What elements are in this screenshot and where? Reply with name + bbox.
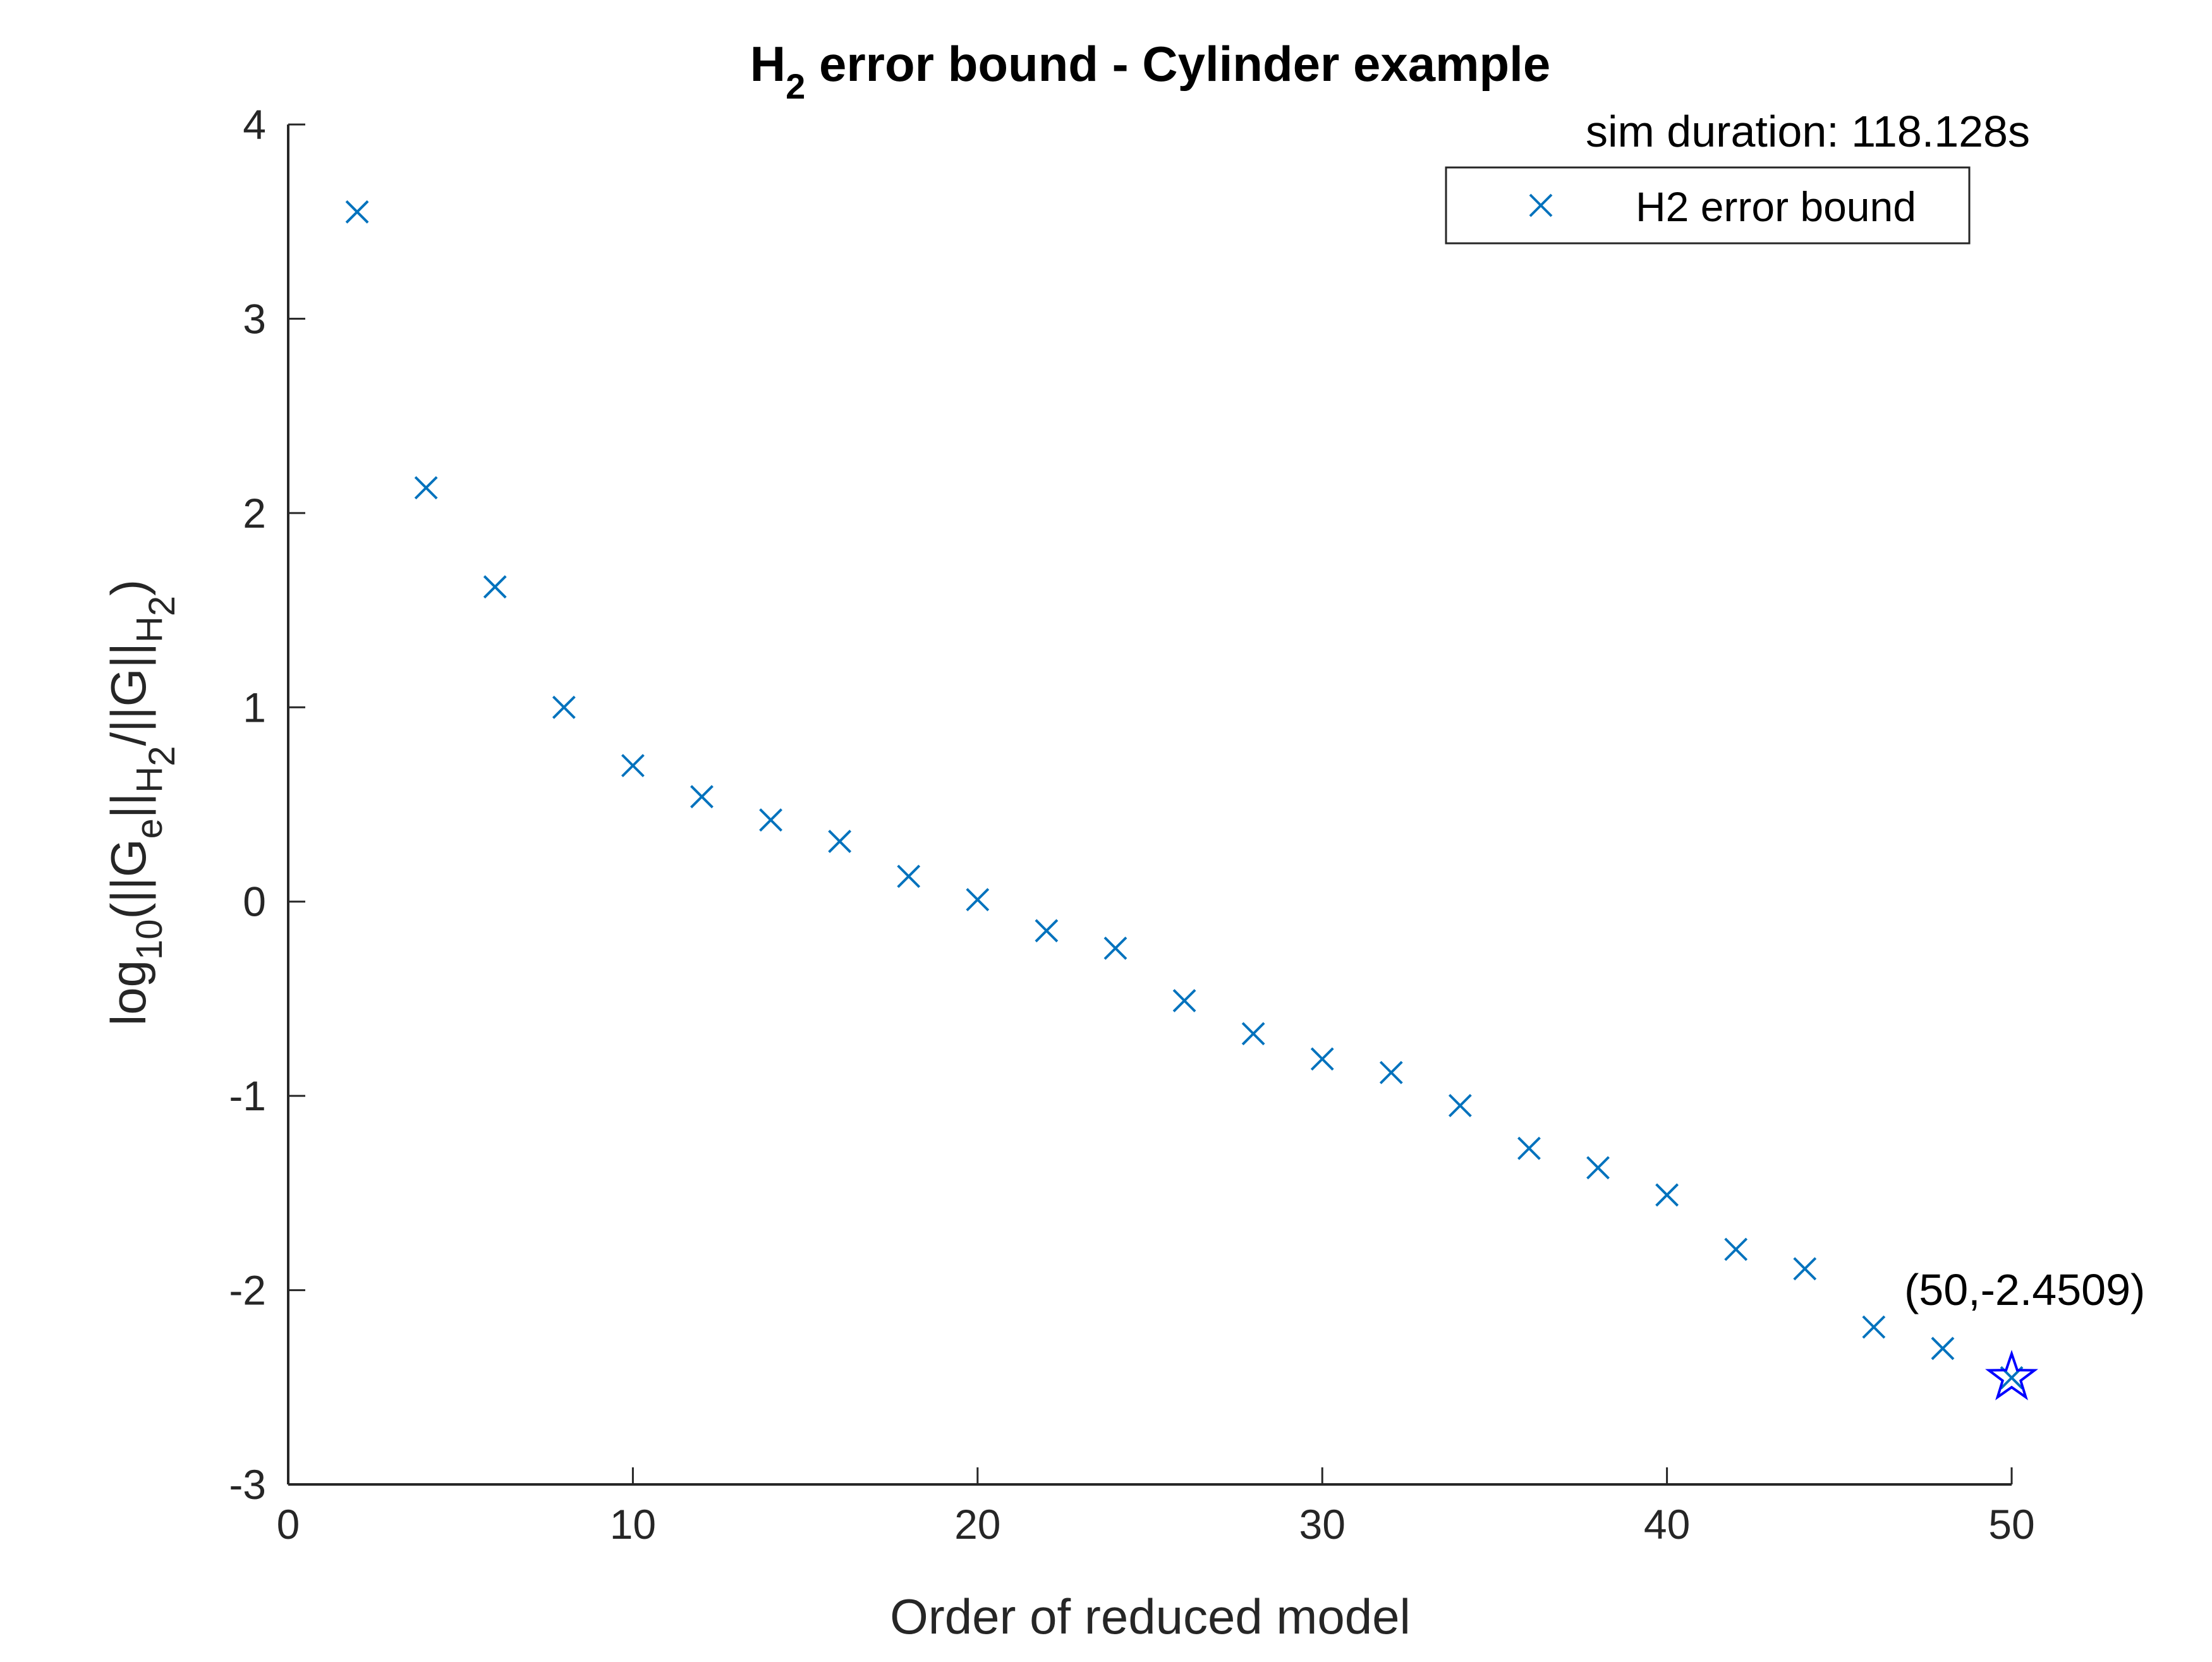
data-point-stroke xyxy=(828,829,852,853)
axes xyxy=(287,124,2012,1486)
data-point-stroke xyxy=(966,888,990,912)
data-point-stroke xyxy=(1310,1047,1334,1071)
y-axis-title-part: H xyxy=(129,616,170,643)
y-tick-label: 4 xyxy=(243,101,266,148)
y-tick-label: 2 xyxy=(243,490,266,537)
data-point-stroke xyxy=(1379,1060,1403,1084)
legend-box xyxy=(1445,166,1971,245)
data-point-stroke xyxy=(690,785,714,809)
data-point xyxy=(1586,1156,1610,1180)
y-tick-label: -1 xyxy=(229,1072,266,1119)
y-axis-title-part: 2 xyxy=(142,596,183,616)
y-tick-label: -2 xyxy=(229,1267,266,1314)
sim-duration-note: sim duration: 118.128s xyxy=(1586,107,2030,156)
data-point xyxy=(1172,989,1196,1012)
data-point xyxy=(1793,1257,1817,1281)
y-tick-label: 0 xyxy=(243,878,266,925)
title-main: H xyxy=(750,36,786,92)
data-point xyxy=(828,829,852,853)
legend-marker-stroke xyxy=(1529,193,1553,217)
y-axis-title-part: 2 xyxy=(142,746,183,766)
x-axis-title: Order of reduced model xyxy=(890,1589,1411,1644)
legend: H2 error bound xyxy=(1445,166,1971,245)
data-point-stroke xyxy=(1517,1136,1541,1160)
data-point xyxy=(345,200,369,224)
data-point-stroke xyxy=(1448,1094,1472,1117)
y-tick-label: 3 xyxy=(243,295,266,342)
legend-label: H2 error bound xyxy=(1636,183,1916,230)
y-axis-title-part: H xyxy=(129,767,170,793)
data-point xyxy=(1310,1047,1334,1071)
data-point xyxy=(759,808,782,832)
ticks: 0 10 20 30 40 50 -3 -2 -1 0 1 2 3 4 xyxy=(229,101,2034,1548)
title-rest: error bound - Cylinder example xyxy=(805,36,1550,92)
y-tick-label: -3 xyxy=(229,1461,266,1508)
data-point-stroke xyxy=(1103,937,1127,960)
data-point-stroke xyxy=(345,200,369,224)
data-point-stroke xyxy=(414,476,438,500)
data-point xyxy=(414,476,438,500)
data-point xyxy=(1379,1060,1403,1084)
data-point-stroke xyxy=(1724,1237,1748,1261)
data-point xyxy=(483,575,507,599)
data-point xyxy=(1103,937,1127,960)
data-point-stroke xyxy=(1172,989,1196,1012)
x-tick-label: 0 xyxy=(277,1501,300,1548)
highlight-star-marker xyxy=(1985,1349,2038,1400)
data-point-stroke xyxy=(621,754,645,777)
highlight-group: (50,-2.4509) xyxy=(1904,1265,2145,1400)
data-point-stroke xyxy=(1655,1183,1679,1207)
data-point xyxy=(1241,1022,1265,1046)
data-point xyxy=(1655,1183,1679,1207)
data-point xyxy=(1931,1337,1955,1361)
y-axis-title-part: 10 xyxy=(129,919,170,961)
x-tick-label: 20 xyxy=(954,1501,1000,1548)
y-axis-title-part: ) xyxy=(100,579,156,596)
data-point-stroke xyxy=(1931,1337,1955,1361)
data-point xyxy=(552,695,576,719)
y-axis-title-part: (||G xyxy=(100,839,156,919)
x-tick-label: 50 xyxy=(1988,1501,2034,1548)
data-point xyxy=(1862,1315,1886,1339)
data-point xyxy=(1724,1237,1748,1261)
data-point xyxy=(1517,1136,1541,1160)
data-point-stroke xyxy=(1035,919,1059,943)
highlight-label: (50,-2.4509) xyxy=(1904,1265,2145,1314)
data-point xyxy=(1448,1094,1472,1117)
y-axis-title: log10(||Ge||H2/||G||H2) xyxy=(100,579,183,1026)
data-point-stroke xyxy=(1241,1022,1265,1046)
data-point-stroke xyxy=(552,695,576,719)
x-tick-label: 30 xyxy=(1299,1501,1345,1548)
data-point xyxy=(690,785,714,809)
data-point xyxy=(621,754,645,777)
data-point-stroke xyxy=(483,575,507,599)
data-point xyxy=(966,888,990,912)
data-point-stroke xyxy=(1793,1257,1817,1281)
data-point-stroke xyxy=(759,808,782,832)
legend-marker xyxy=(1529,193,1553,217)
data-point-stroke xyxy=(1862,1315,1886,1339)
y-axis-title-part: log xyxy=(100,960,156,1026)
data-point-stroke xyxy=(897,864,921,889)
y-axis-title-part: e xyxy=(129,818,170,839)
data-markers xyxy=(345,200,2024,1390)
y-axis-title-part: || xyxy=(100,793,156,819)
data-point xyxy=(897,864,921,889)
x-tick-label: 40 xyxy=(1644,1501,1690,1548)
y-axis-title-part: /||G|| xyxy=(100,643,156,746)
data-point-stroke xyxy=(1586,1156,1610,1180)
data-point xyxy=(1035,919,1059,943)
x-tick-label: 10 xyxy=(610,1501,656,1548)
title-subscript: 2 xyxy=(786,66,805,106)
chart-title: H2 error bound - Cylinder example xyxy=(750,36,1550,106)
y-tick-label: 1 xyxy=(243,684,266,731)
